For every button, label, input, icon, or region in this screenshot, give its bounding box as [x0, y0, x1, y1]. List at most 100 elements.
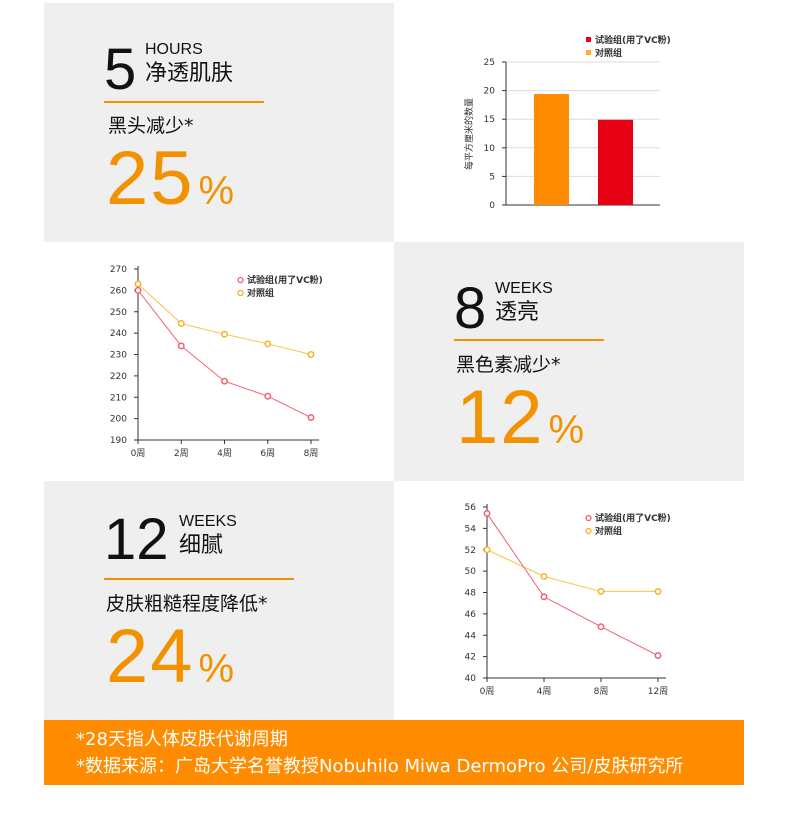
- bar-chart: 0 5 10 15 20 25 每平方厘米的数量 试验组(用了VC粉)对照组: [463, 34, 671, 211]
- percent-value: 25: [106, 136, 195, 221]
- legend-label: 对照组: [247, 287, 274, 299]
- stat-panel-weeks-12: 12 WEEKS 细腻 皮肤粗糙程度降低* 24%: [44, 481, 394, 720]
- data-point: [134, 280, 142, 288]
- percent-sign: %: [198, 169, 237, 213]
- footer-notes: *28天指人体皮肤代谢周期 *数据来源：广岛大学名誉教授Nobuhilo Miw…: [44, 720, 744, 785]
- x-tick-label: 6周: [260, 448, 275, 459]
- x-tick-label: 2周: [174, 448, 189, 459]
- footnote-2: *数据来源：广岛大学名誉教授Nobuhilo Miwa DermoPro 公司/…: [76, 756, 684, 777]
- x-tick-label: 0周: [480, 686, 495, 697]
- stat-number: 5: [104, 37, 137, 102]
- y-tick-label: 0: [489, 201, 495, 211]
- x-tick-label: 0周: [131, 448, 146, 459]
- data-point: [177, 342, 185, 350]
- y-tick-label: 250: [110, 308, 127, 318]
- x-tick-label: 4周: [537, 686, 552, 697]
- y-tick-label: 40: [465, 674, 477, 684]
- x-tick-label: 8周: [304, 448, 319, 459]
- y-tick-label: 10: [484, 144, 496, 154]
- stat-panel-hours: 5 HOURS 净透肌肤 黑头减少* 25%: [44, 3, 394, 242]
- stat-title: 透亮: [495, 300, 540, 325]
- series-line-1: [137, 283, 312, 355]
- y-tick-label: 25: [484, 58, 495, 68]
- data-point: [264, 392, 272, 400]
- data-point: [597, 587, 605, 595]
- data-point: [264, 340, 272, 348]
- legend-label: 试验组(用了VC粉): [595, 512, 671, 524]
- legend-label: 试验组(用了VC粉): [595, 34, 671, 46]
- stat-label: 皮肤粗糙程度降低*: [106, 593, 268, 615]
- data-point: [540, 593, 548, 601]
- line-chart-panel-1: 190 200 210 220 230 240 250 260 270 0周 2周 4周 6周 8周 试验组…: [44, 242, 394, 481]
- x-tick-label: 12周: [648, 686, 668, 697]
- legend-swatch: [586, 50, 591, 55]
- data-point: [483, 546, 491, 554]
- bar-1: [598, 119, 633, 205]
- y-tick-label: 48: [465, 589, 477, 599]
- legend-label: 试验组(用了VC粉): [247, 274, 323, 286]
- x-tick-label: 4周: [217, 448, 232, 459]
- y-tick-label: 46: [465, 610, 477, 620]
- stat-title: 净透肌肤: [145, 61, 234, 86]
- percent-value: 24: [106, 614, 195, 699]
- data-point: [307, 414, 315, 422]
- data-point: [134, 286, 142, 294]
- data-point: [483, 509, 491, 517]
- line-chart-panel-2: 40 42 44 46 48 50 52 54 56 0周 4周 8周 12周 试验组(用了VC粉) 对照组: [394, 481, 744, 720]
- series-line-1: [486, 549, 658, 592]
- stat-number: 12: [104, 507, 169, 572]
- y-tick-label: 270: [110, 265, 127, 275]
- y-tick-label: 56: [465, 503, 477, 513]
- y-tick-label: 260: [110, 286, 127, 296]
- legend-marker: [585, 527, 592, 535]
- percent-sign: %: [548, 408, 587, 452]
- y-tick-label: 5: [489, 172, 495, 182]
- y-tick-label: 42: [465, 653, 476, 663]
- data-point: [177, 320, 185, 327]
- y-tick-label: 190: [110, 436, 127, 446]
- stat-unit: HOURS: [145, 41, 203, 58]
- stat-percent: 25%: [106, 141, 236, 217]
- legend-marker: [237, 289, 244, 297]
- bar-chart-panel: 0 5 10 15 20 25 每平方厘米的数量 试验组(用了VC粉) 对照组: [394, 3, 744, 242]
- stat-panel-weeks-8: 8 WEEKS 透亮 黑色素减少* 12%: [394, 242, 744, 481]
- stat-unit: WEEKS: [495, 280, 553, 297]
- stat-percent: 12%: [456, 380, 586, 456]
- divider: [104, 101, 264, 103]
- stat-number: 8: [454, 276, 487, 341]
- percent-value: 12: [456, 375, 545, 460]
- stat-percent: 24%: [106, 619, 236, 695]
- y-tick-label: 50: [465, 567, 477, 577]
- legend-marker: [237, 276, 244, 284]
- data-point: [221, 377, 228, 385]
- divider: [104, 578, 294, 580]
- data-point: [307, 351, 315, 358]
- stat-unit: WEEKS: [179, 513, 237, 530]
- footnote-1: *28天指人体皮肤代谢周期: [76, 729, 288, 750]
- data-point: [221, 330, 228, 338]
- data-point: [654, 652, 662, 660]
- series-line-0: [486, 513, 659, 657]
- y-tick-label: 220: [110, 372, 127, 382]
- legend-swatch: [586, 37, 591, 42]
- data-point: [597, 623, 605, 631]
- y-tick-label: 54: [465, 524, 477, 534]
- x-tick-label: 8周: [594, 686, 609, 697]
- y-tick-label: 230: [110, 351, 127, 361]
- series-line-0: [137, 290, 312, 419]
- legend-label: 对照组: [595, 47, 622, 59]
- y-tick-label: 44: [465, 631, 477, 641]
- y-axis-label: 每平方厘米的数量: [463, 98, 475, 170]
- stat-title: 细腻: [179, 533, 224, 558]
- stat-label: 黑色素减少*: [456, 354, 561, 376]
- stat-label: 黑头减少*: [108, 115, 194, 137]
- data-point: [540, 573, 548, 580]
- y-tick-label: 20: [484, 87, 496, 97]
- percent-sign: %: [198, 647, 237, 691]
- divider: [454, 339, 604, 341]
- line-chart-melanin: 190 200 210 220 230 240 250 260 270 0周 2周 4周 6周 8周 试验组…: [110, 265, 323, 459]
- line-chart-roughness: 40 42 44 46 48 50 52 54 56 0周 4周 8周 12周 试验组(用了VC粉)对照组: [465, 503, 671, 697]
- legend-label: 对照组: [595, 525, 622, 537]
- y-tick-label: 240: [110, 329, 127, 339]
- y-tick-label: 210: [110, 393, 127, 403]
